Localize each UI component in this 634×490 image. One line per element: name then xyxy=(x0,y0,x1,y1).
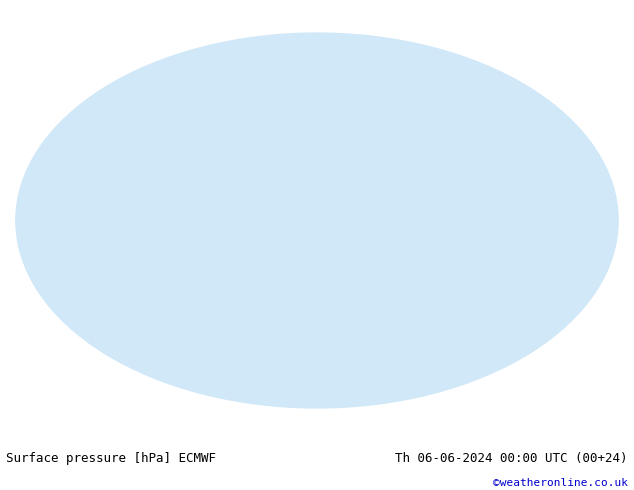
Text: Surface pressure [hPa] ECMWF: Surface pressure [hPa] ECMWF xyxy=(6,452,216,465)
Ellipse shape xyxy=(16,33,618,408)
Text: Th 06-06-2024 00:00 UTC (00+24): Th 06-06-2024 00:00 UTC (00+24) xyxy=(395,452,628,465)
Text: ©weatheronline.co.uk: ©weatheronline.co.uk xyxy=(493,478,628,488)
